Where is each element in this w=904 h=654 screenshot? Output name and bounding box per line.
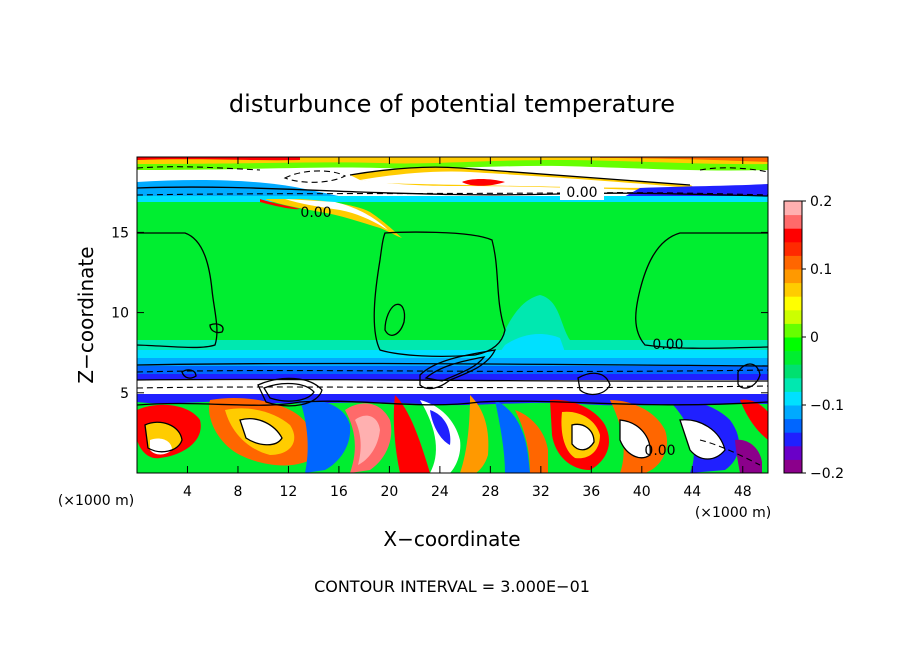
colorbar-swatch xyxy=(784,201,802,216)
x-unit-left: (×1000 m) xyxy=(58,493,134,509)
colorbar-swatch xyxy=(784,269,802,284)
x-tick-label: 28 xyxy=(481,484,499,500)
colorbar-swatch xyxy=(784,364,802,379)
colorbar-swatch xyxy=(784,309,802,324)
x-tick-label: 4 xyxy=(183,484,192,500)
colorbar-swatch xyxy=(784,418,802,433)
colorbar-swatch xyxy=(784,405,802,420)
contour-label: 0.00 xyxy=(644,443,675,459)
y-tick-label: 5 xyxy=(120,386,129,402)
lower-layer xyxy=(137,394,768,473)
plot-field: 0.00 0.00 0.00 0.00 xyxy=(137,157,768,473)
x-tick-label: 40 xyxy=(633,484,651,500)
colorbar-tick-label: 0.2 xyxy=(810,194,832,210)
upper-band xyxy=(137,157,768,238)
footer-note: CONTOUR INTERVAL = 3.000E−01 xyxy=(314,577,590,596)
chart-title: disturbunce of potential temperature xyxy=(229,90,675,118)
x-axis-label: X−coordinate xyxy=(383,527,520,551)
colorbar-swatch xyxy=(784,350,802,365)
contour-lines xyxy=(137,166,768,460)
x-tick-label: 8 xyxy=(233,484,242,500)
contour-label: 0.00 xyxy=(300,205,331,221)
x-tick-label: 16 xyxy=(330,484,348,500)
colorbar-swatch xyxy=(784,323,802,338)
colorbar-tick-label: −0.2 xyxy=(810,466,844,482)
x-unit-right: (×1000 m) xyxy=(695,505,771,521)
x-tick-label: 48 xyxy=(734,484,752,500)
colorbar-swatch xyxy=(784,241,802,256)
colorbar-tick-label: 0 xyxy=(810,330,819,346)
colorbar: 0.2 0.1 0 −0.1 −0.2 xyxy=(783,194,844,482)
colorbar-swatch xyxy=(784,282,802,297)
colorbar-tick-label: −0.1 xyxy=(810,398,844,414)
x-tick-label: 32 xyxy=(532,484,550,500)
contour-label: 0.00 xyxy=(566,185,597,201)
x-tick-label: 20 xyxy=(380,484,398,500)
y-axis-label: Z−coordinate xyxy=(74,246,98,383)
plot-frame xyxy=(136,156,769,474)
colorbar-swatch xyxy=(784,296,802,311)
colorbar-swatch xyxy=(784,459,802,474)
colorbar-swatch xyxy=(784,391,802,406)
x-tick-label: 12 xyxy=(280,484,298,500)
colorbar-swatch xyxy=(784,432,802,447)
x-axis: 4 8 12 16 20 24 28 32 36 40 44 48 xyxy=(183,157,752,500)
y-tick-label: 10 xyxy=(111,306,129,322)
colorbar-swatch xyxy=(784,228,802,243)
x-tick-label: 36 xyxy=(582,484,600,500)
contour-label-bg xyxy=(560,184,604,200)
x-tick-label: 44 xyxy=(683,484,701,500)
colorbar-swatch xyxy=(784,445,802,460)
colorbar-tick-label: 0.1 xyxy=(810,262,832,278)
colorbar-swatch xyxy=(784,214,802,229)
y-axis: 5 10 15 xyxy=(111,225,768,402)
colorbar-swatch xyxy=(784,255,802,270)
contour-label: 0.00 xyxy=(652,337,683,353)
y-tick-label: 15 xyxy=(111,225,129,241)
contour-labels: 0.00 0.00 0.00 0.00 xyxy=(300,184,684,459)
colorbar-swatch xyxy=(784,377,802,392)
x-tick-label: 24 xyxy=(431,484,449,500)
colorbar-swatch xyxy=(784,337,802,352)
dashed-contours xyxy=(137,166,768,466)
